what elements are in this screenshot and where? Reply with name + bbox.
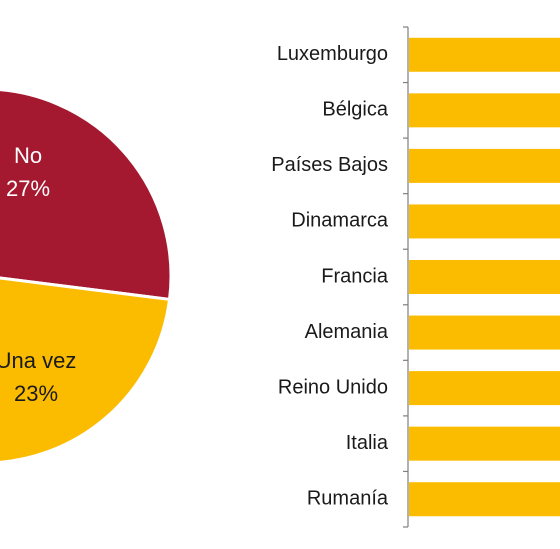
category-label: Rumanía [307,488,389,510]
pie-slice-label: Una vez [0,348,76,373]
category-label: Italia [346,432,389,454]
bar-5 [409,260,560,294]
category-label: Reino Unido [278,376,388,398]
category-label: Luxemburgo [277,43,388,65]
bar-2 [409,93,560,128]
pie-slice-value-label: 23% [14,381,58,406]
bar-8 [409,426,560,461]
bar-9 [409,482,560,517]
category-label: Alemania [305,321,389,343]
bar-7 [409,371,560,406]
pie-slice-label: No [14,143,42,168]
bar-chart: Luxemburgo Bélgica Países Bajos Dinamarca Fr… [271,26,560,528]
pie-slice-1 [0,88,173,302]
bar-3 [409,148,560,183]
pie-slice-value-label: 27% [6,176,50,201]
pie-slice-2 [0,276,172,464]
bar-6 [409,315,560,350]
category-label: Bélgica [322,99,388,121]
bar-4 [409,204,560,239]
category-label: Dinamarca [291,210,389,232]
category-label: Países Bajos [271,154,388,176]
category-label: Francia [321,265,389,287]
pie-chart: No 27% Una vez 23% [0,88,173,464]
bar-1 [409,37,560,72]
